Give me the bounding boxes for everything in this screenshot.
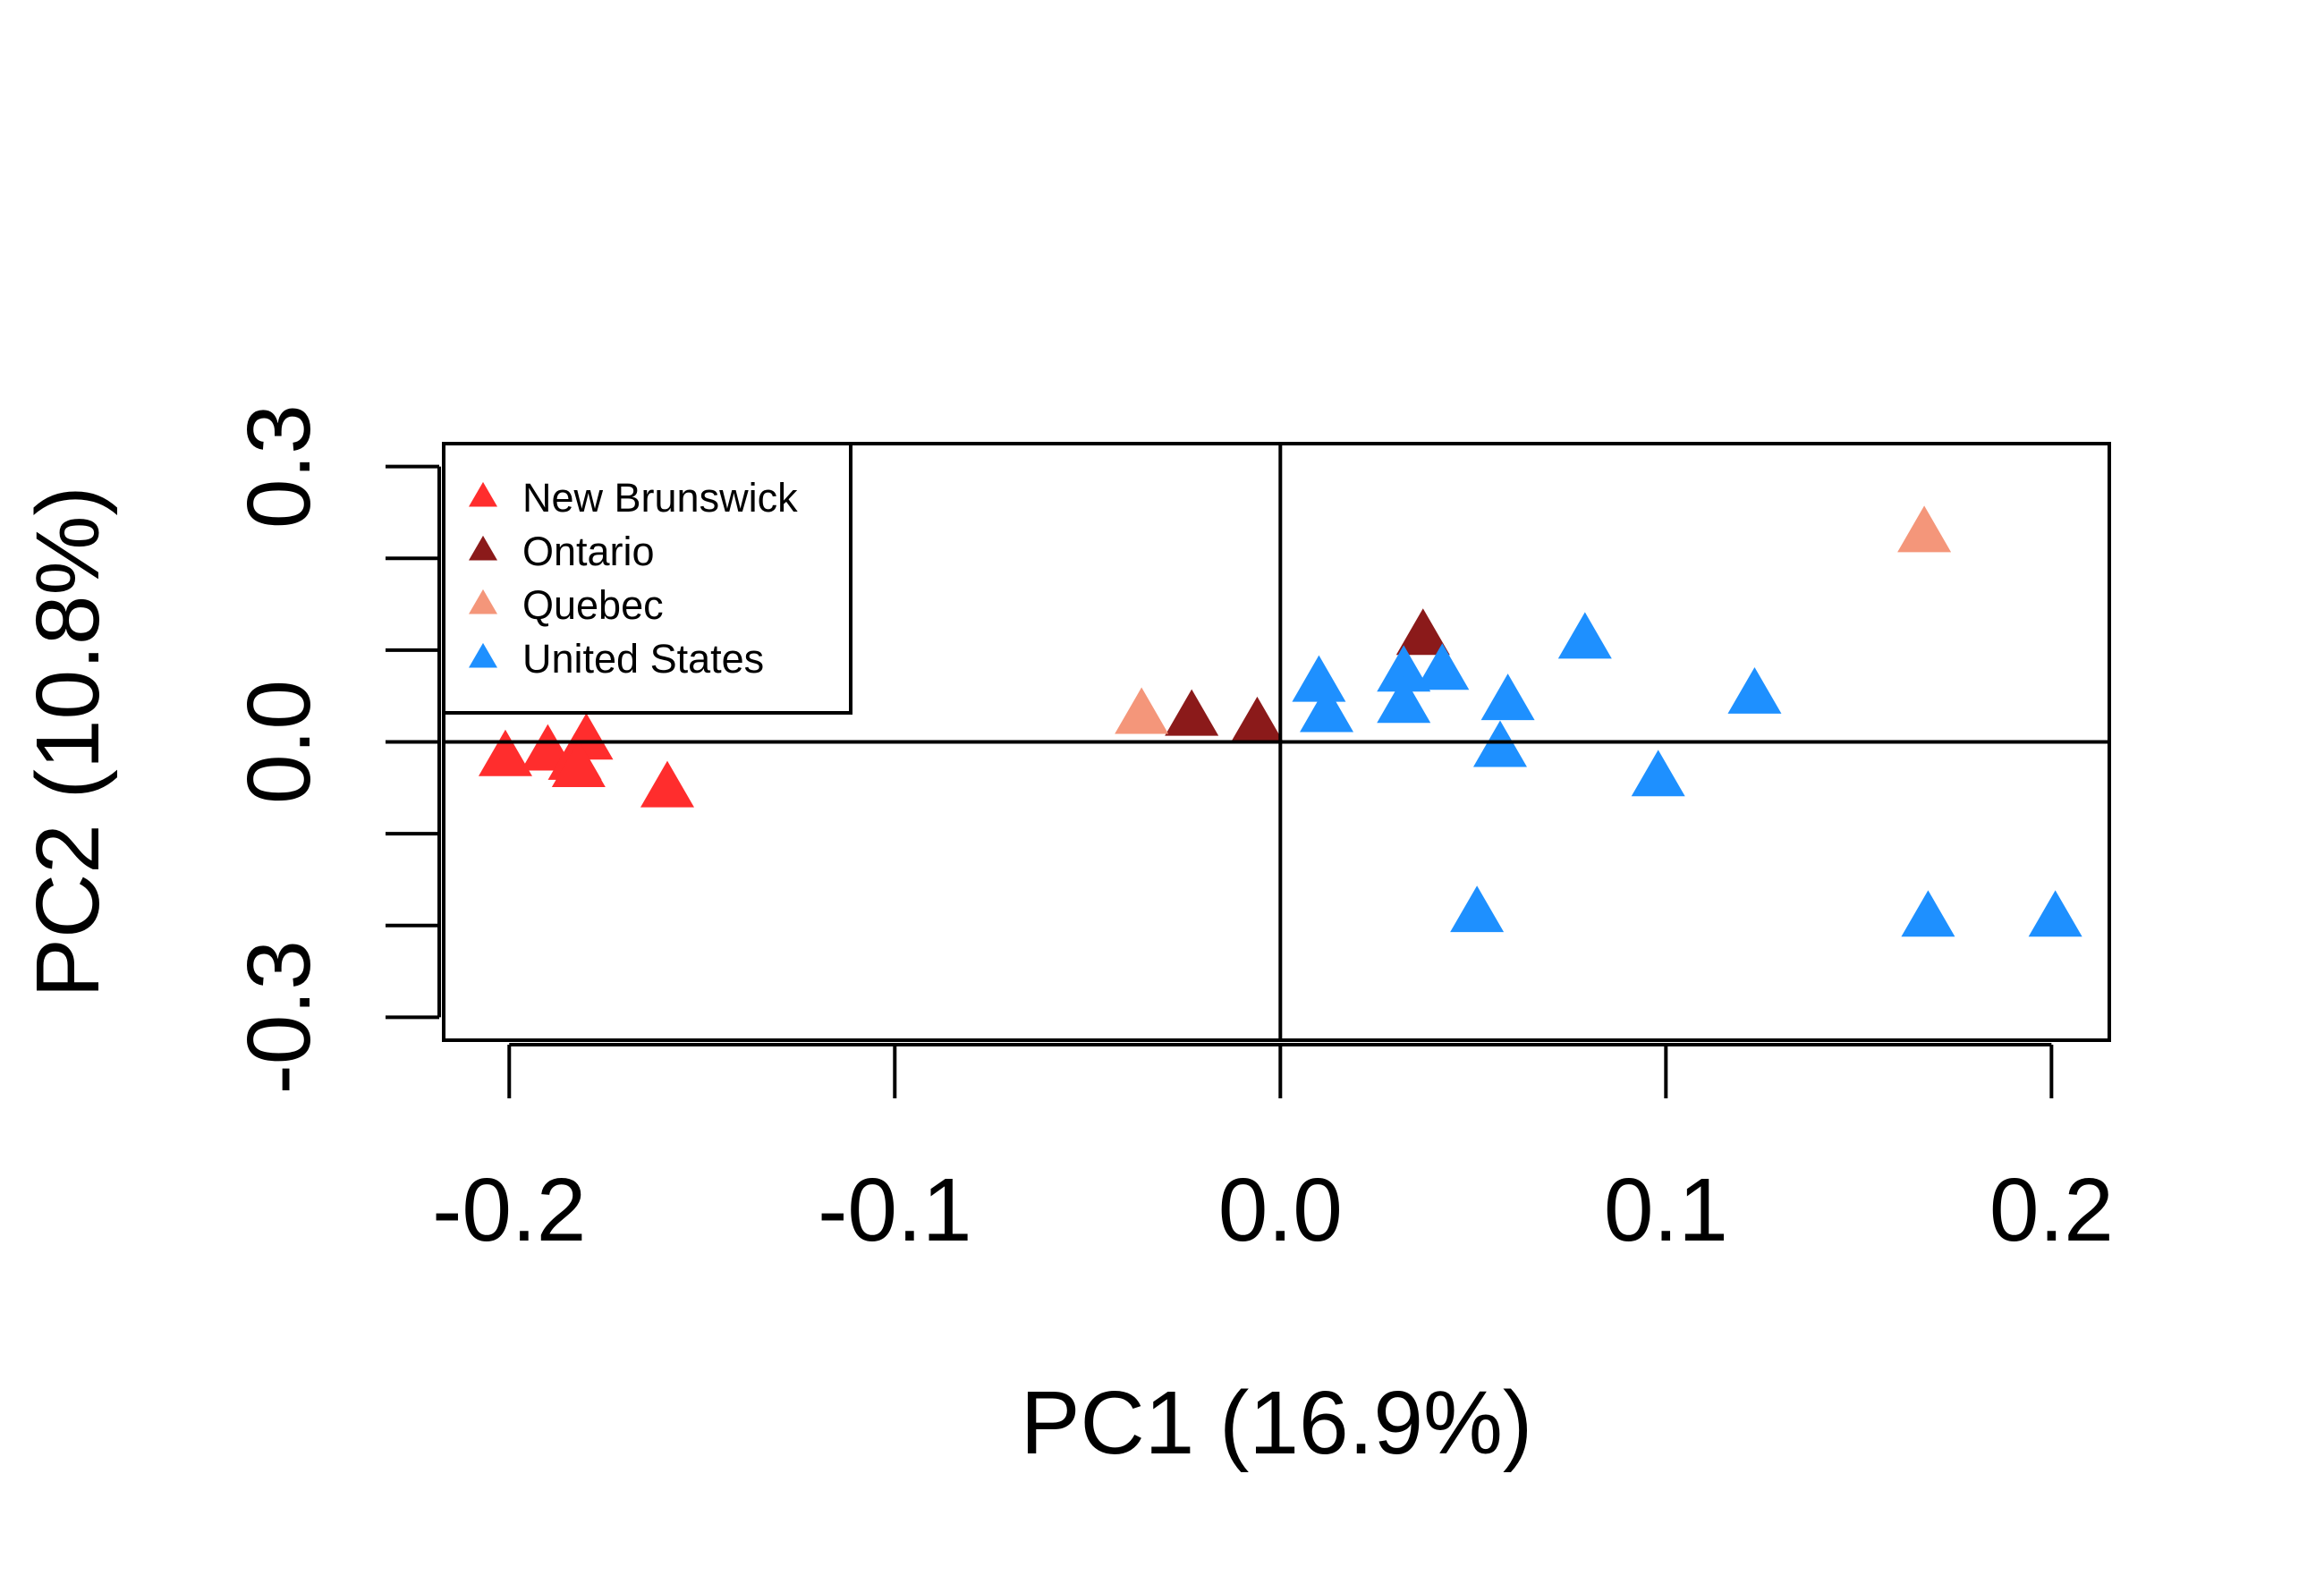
legend-label-new-brunswick: New Brunswick	[522, 475, 798, 521]
x-tick-label: -0.1	[818, 1160, 971, 1260]
point-united-states	[1377, 645, 1431, 692]
x-tick-label: 0.0	[1218, 1160, 1343, 1260]
legend: New Brunswick Ontario Quebec United States	[442, 442, 852, 715]
x-tick-label: 0.2	[1989, 1160, 2114, 1260]
y-axis-title: PC2 (10.8%)	[18, 486, 118, 997]
point-united-states	[1300, 685, 1354, 733]
point-united-states	[1727, 666, 1782, 714]
point-united-states	[1480, 673, 1535, 721]
legend-marker-united-states	[469, 642, 497, 668]
point-new-brunswick	[478, 729, 532, 776]
point-new-brunswick	[551, 741, 606, 788]
y-tick-label: -0.3	[229, 940, 329, 1094]
point-new-brunswick	[640, 760, 694, 808]
point-united-states	[1377, 676, 1431, 724]
x-tick-label: 0.1	[1604, 1160, 1728, 1260]
point-united-states	[1901, 890, 1955, 937]
point-quebec	[1115, 687, 1169, 734]
point-united-states	[1557, 612, 1612, 659]
plot-frame	[442, 442, 2111, 1042]
point-united-states	[1415, 643, 1470, 690]
legend-marker-new-brunswick	[469, 481, 497, 507]
legend-marker-ontario	[469, 535, 497, 561]
point-united-states	[1450, 885, 1505, 933]
point-united-states	[1292, 655, 1346, 702]
point-ontario	[1165, 689, 1219, 736]
point-united-states	[2028, 890, 2082, 937]
legend-label-ontario: Ontario	[522, 529, 655, 574]
x-axis: -0.2 -0.1 0.0 0.1 0.2	[432, 1043, 2114, 1260]
data-points	[478, 505, 2082, 937]
x-axis-title: PC1 (16.9%)	[1021, 1373, 1532, 1473]
y-tick-label: 0.0	[229, 680, 329, 804]
point-united-states	[1631, 750, 1685, 797]
x-tick-label: -0.2	[432, 1160, 586, 1260]
y-axis: -0.3 0.0 0.3	[229, 404, 441, 1095]
legend-label-quebec: Quebec	[522, 582, 664, 628]
legend-marker-quebec	[469, 589, 497, 614]
legend-box	[442, 442, 852, 715]
point-ontario	[1230, 696, 1285, 743]
point-quebec	[1897, 505, 1952, 553]
y-tick-label: 0.3	[229, 404, 329, 529]
point-ontario	[1395, 608, 1450, 656]
legend-label-united-states: United States	[522, 636, 764, 682]
